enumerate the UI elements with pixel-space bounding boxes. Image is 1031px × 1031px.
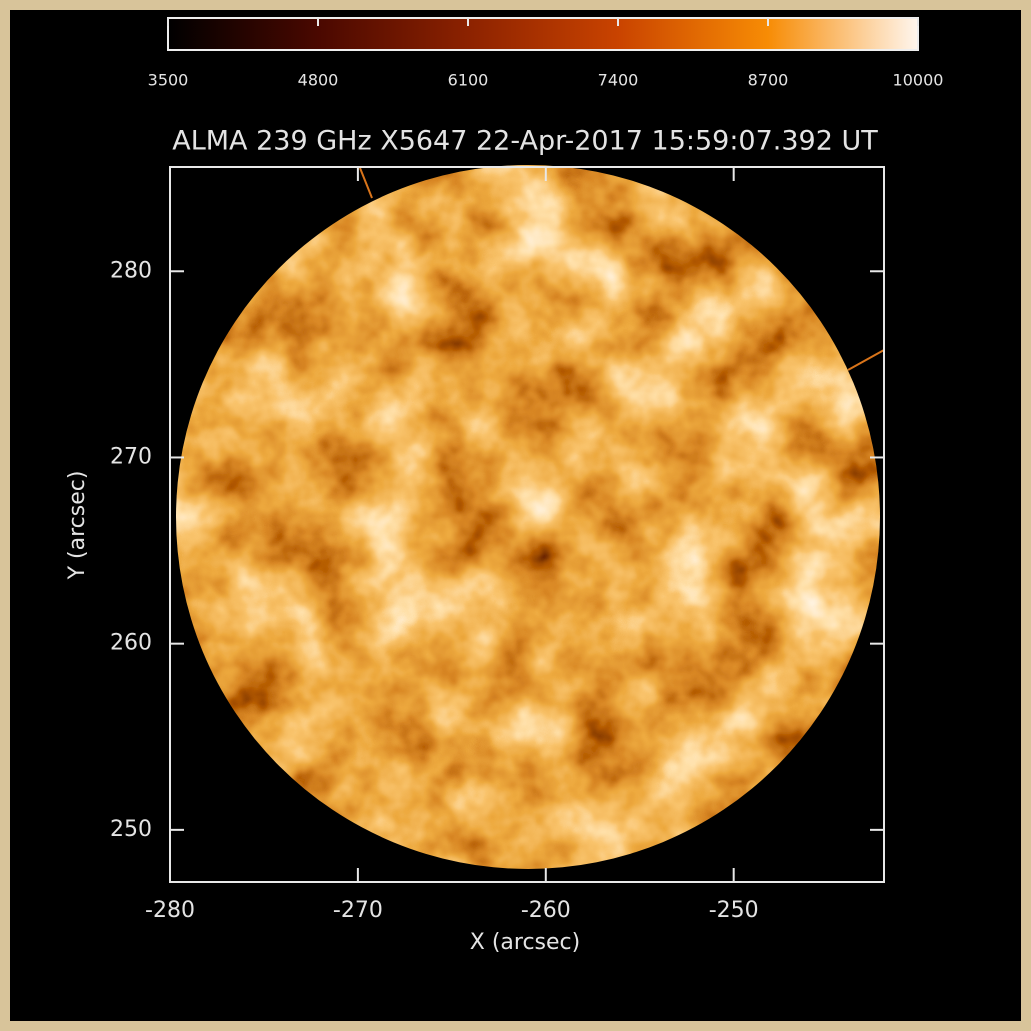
x-tick-label: -270 [333,898,383,923]
chart-title: ALMA 239 GHz X5647 22-Apr-2017 15:59:07.… [172,126,878,157]
x-tick-label: -260 [521,898,571,923]
x-tick-label: -280 [145,898,195,923]
y-tick-label: 270 [110,444,152,469]
colorbar-tick-label: 8700 [748,71,789,90]
colorbar-tick-label: 3500 [148,71,189,90]
colorbar-tick-label: 7400 [598,71,639,90]
y-tick-label: 250 [110,817,152,842]
y-tick-label: 260 [110,631,152,656]
y-axis-label: Y (arcsec) [65,471,90,581]
colorbar-tick-label: 10000 [893,71,944,90]
y-tick-label: 280 [110,258,152,283]
colorbar [168,18,918,50]
colorbar-tick-label: 6100 [448,71,489,90]
page: {"chart_data": {"type": "image", "title"… [0,0,1031,1031]
colorbar-tick-label: 4800 [298,71,339,90]
x-axis-label: X (arcsec) [470,930,580,955]
chart: ALMA 239 GHz X5647 22-Apr-2017 15:59:07.… [0,0,1031,1031]
x-tick-label: -250 [709,898,759,923]
